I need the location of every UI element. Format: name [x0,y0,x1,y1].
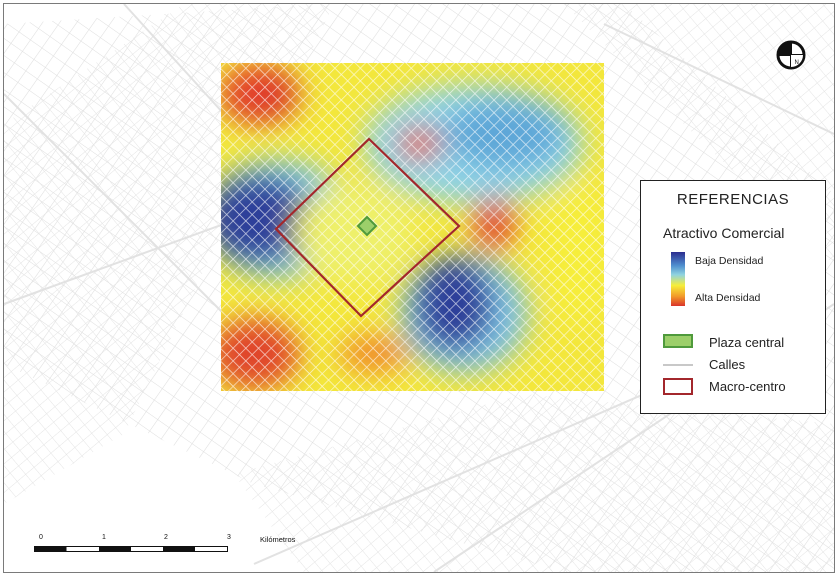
ramp-high-label: Alta Densidad [695,292,761,304]
scale-units-label: Kilómetros [260,535,296,544]
legend-item-macro-centro: Macro-centro [709,379,786,394]
plaza-central-marker [356,215,378,237]
legend-title: REFERENCIAS [676,191,790,208]
macro-centro-outline [274,137,461,318]
ramp-low-label: Baja Densidad [695,255,764,267]
legend-item-plaza-central: Plaza central [709,335,785,350]
legend-subtitle: Atractivo Comercial [663,225,785,241]
scale-tick-0: 0 [39,534,43,541]
heatmap-area [221,63,604,391]
map-frame: N REFERENCIAS Atractivo Comercial Baja D… [3,3,835,573]
base-map [4,4,834,572]
calles-swatch [663,364,693,366]
scale-tick-3: 3 [227,534,231,541]
macro-centro-swatch [663,378,693,395]
density-color-ramp [671,252,685,306]
legend-item-calles: Calles [709,357,746,372]
north-label: N [795,60,799,66]
scale-tick-1: 1 [102,534,106,541]
scale-tick-2: 2 [164,534,168,541]
north-arrow-icon: N [775,39,807,76]
plaza-central-swatch [663,334,693,348]
legend-box: REFERENCIAS Atractivo Comercial Baja Den… [640,180,826,414]
